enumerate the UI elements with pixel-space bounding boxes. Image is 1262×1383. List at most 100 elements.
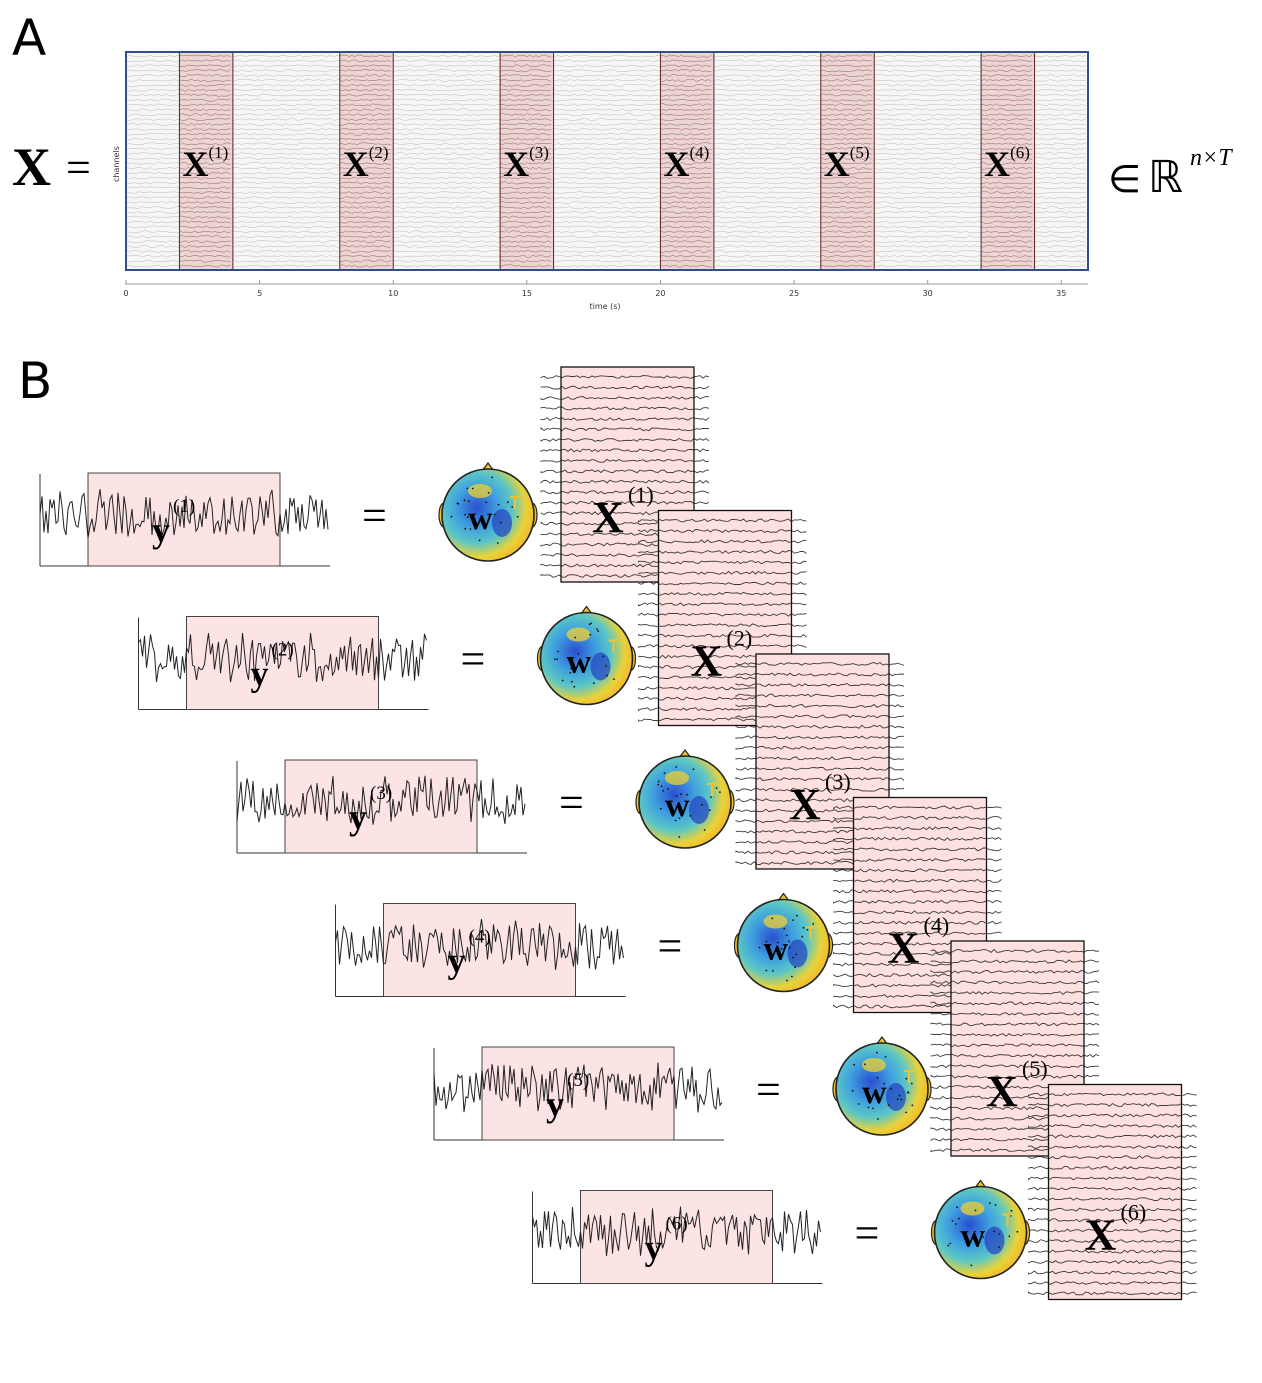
segment-trace — [660, 69, 712, 72]
segment-trace — [660, 83, 712, 87]
output-window-box — [87, 472, 281, 567]
matrix-trace — [833, 889, 1002, 894]
topomap-electrode — [597, 630, 600, 632]
matrix-trace — [1028, 1270, 1197, 1275]
segment-label: X — [663, 144, 689, 184]
segment-trace — [499, 69, 552, 73]
matrix-trace — [540, 406, 710, 411]
output-signal-trace — [138, 632, 427, 683]
topomap-electrode — [577, 653, 580, 655]
topomap-blob — [862, 1058, 886, 1072]
eeg-channel-trace — [125, 220, 1087, 224]
topomap-head: w — [832, 1036, 932, 1136]
topomap-marker — [805, 926, 816, 940]
topomap-electrode — [689, 815, 692, 817]
topomap-electrode — [905, 1111, 908, 1114]
segment-label-superscript: (5) — [850, 143, 870, 162]
segment-trace — [179, 210, 231, 213]
topomap-electrode — [951, 1220, 954, 1222]
topomap-electrode — [973, 1230, 976, 1233]
segment-trace — [179, 83, 231, 87]
output-signal-trace — [532, 1206, 821, 1257]
segment-trace — [179, 98, 231, 102]
output-label-superscript: (3) — [370, 783, 392, 804]
matrix-trace — [1028, 1281, 1197, 1286]
x-tick-label: 35 — [1056, 289, 1066, 298]
topomap-electrode — [557, 650, 559, 653]
panel-a: A X = channels X (1) X (2) X (3) X (4) X (5) X (6) … — [12, 9, 1233, 311]
eeg-channel-trace — [125, 250, 1087, 253]
segment-trace — [820, 215, 872, 219]
matrix-trace — [833, 836, 1002, 841]
eeg-channel-trace — [125, 113, 1087, 116]
segment-trace — [660, 196, 712, 199]
topomap-electrode — [900, 1098, 903, 1101]
topomap-electrode — [802, 926, 805, 929]
segment-trace — [980, 108, 1033, 112]
topomap-electrode — [788, 946, 791, 949]
topomap-electrode — [493, 513, 496, 516]
segment-trace — [660, 113, 712, 116]
topomap-electrode — [659, 807, 662, 810]
segment-trace — [179, 137, 231, 141]
segment-trace — [179, 113, 231, 117]
topomap-electrode — [911, 1104, 914, 1107]
segment-trace — [660, 142, 712, 146]
segment-trace — [339, 64, 391, 67]
topomap-electrode — [478, 539, 481, 542]
segment-label: X — [503, 144, 529, 184]
matrix-trace — [540, 395, 710, 400]
segment-trace — [980, 245, 1033, 248]
topomap-electrode — [994, 1204, 997, 1206]
panel-b-letter: B — [18, 352, 52, 410]
topomap-electrode — [660, 785, 663, 788]
eeg-channel-trace — [126, 147, 1087, 151]
segment-trace — [820, 132, 872, 136]
segment-trace — [339, 259, 391, 263]
segment-trace — [660, 216, 712, 219]
output-signal-trace — [433, 1062, 723, 1113]
matrix-trace — [1028, 1113, 1197, 1118]
eeg-channel-trace — [125, 69, 1087, 72]
topomap-blob — [590, 652, 611, 681]
segment-trace — [179, 122, 231, 126]
equation-row: y(6) = w X (6) — [532, 1179, 1146, 1284]
segment-trace — [660, 118, 712, 121]
segment-windows: X (1) X (2) X (3) X (4) X (5) X (6) — [178, 51, 1036, 271]
topomap-scalp — [441, 468, 535, 562]
x-tick-label: 15 — [522, 289, 532, 298]
matrix-trace — [1028, 1197, 1197, 1202]
topomap-electrode — [974, 1235, 977, 1238]
topomap-electrode — [765, 940, 768, 943]
segment-label-superscript: (2) — [369, 143, 389, 162]
topomap-electrode — [606, 674, 608, 677]
segment-trace — [179, 54, 231, 58]
matrix-trace — [735, 745, 904, 750]
segment-trace — [820, 240, 872, 243]
segment-trace — [820, 93, 872, 97]
segment-trace — [339, 83, 391, 87]
topomap-blob — [665, 771, 689, 785]
segment-label-superscript: (1) — [208, 143, 228, 162]
x-tick-label: 0 — [123, 289, 128, 298]
segment-trace — [499, 264, 552, 268]
segment-trace — [980, 171, 1033, 175]
segment-trace — [339, 176, 391, 180]
segment-trace — [339, 93, 391, 97]
segment-trace — [339, 127, 391, 131]
segment-trace — [179, 215, 231, 219]
matrix-trace — [638, 529, 807, 533]
eeg-channel-trace — [125, 108, 1087, 112]
segment-trace — [980, 220, 1033, 224]
eeg-channel-trace — [125, 157, 1087, 160]
segment-trace — [179, 191, 231, 194]
topomap-electrode — [812, 923, 815, 925]
segment-trace — [179, 235, 231, 238]
matrix-trace — [1028, 1123, 1197, 1128]
matrix-trace — [735, 714, 905, 719]
topomap-electrode — [571, 680, 573, 683]
segment-trace — [660, 59, 712, 63]
matrix-trace — [540, 500, 710, 505]
x-tick-label: 25 — [789, 289, 799, 298]
segment-trace — [980, 83, 1033, 88]
